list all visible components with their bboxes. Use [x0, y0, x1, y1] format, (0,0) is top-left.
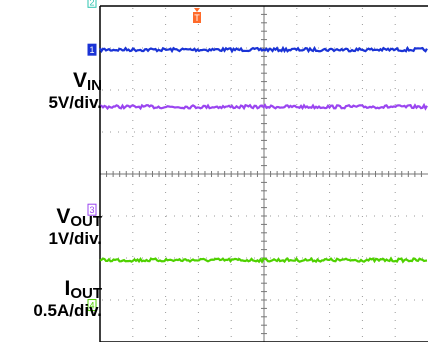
iout-label: IOUT 0.5A/div.	[33, 278, 102, 319]
vin-scale: 5V/div.	[48, 93, 102, 112]
vout-scale: 1V/div.	[48, 229, 102, 248]
iout-scale: 0.5A/div.	[33, 301, 102, 320]
svg-text:4: 4	[89, 301, 94, 311]
vout-name: VOUT	[56, 205, 102, 230]
vout-trace	[99, 102, 428, 111]
trigger-marker: T	[193, 8, 201, 23]
iout-trace	[99, 256, 428, 264]
channel-1-marker: 1	[87, 43, 97, 56]
vin-label: VIN 5V/div.	[48, 70, 102, 111]
svg-text:1: 1	[89, 45, 94, 55]
vin-trace	[99, 45, 428, 54]
svg-text:3: 3	[89, 205, 94, 215]
vin-name: VIN	[72, 69, 102, 94]
channel-4-marker: 4	[87, 299, 97, 312]
grid	[102, 8, 423, 337]
svg-text:2: 2	[89, 0, 94, 7]
svg-text:T: T	[194, 13, 200, 23]
iout-name: IOUT	[64, 277, 102, 302]
vout-label: VOUT 1V/div.	[48, 206, 102, 247]
channel-3-marker: 3	[87, 203, 97, 216]
channel-2-marker: 2	[87, 0, 97, 8]
